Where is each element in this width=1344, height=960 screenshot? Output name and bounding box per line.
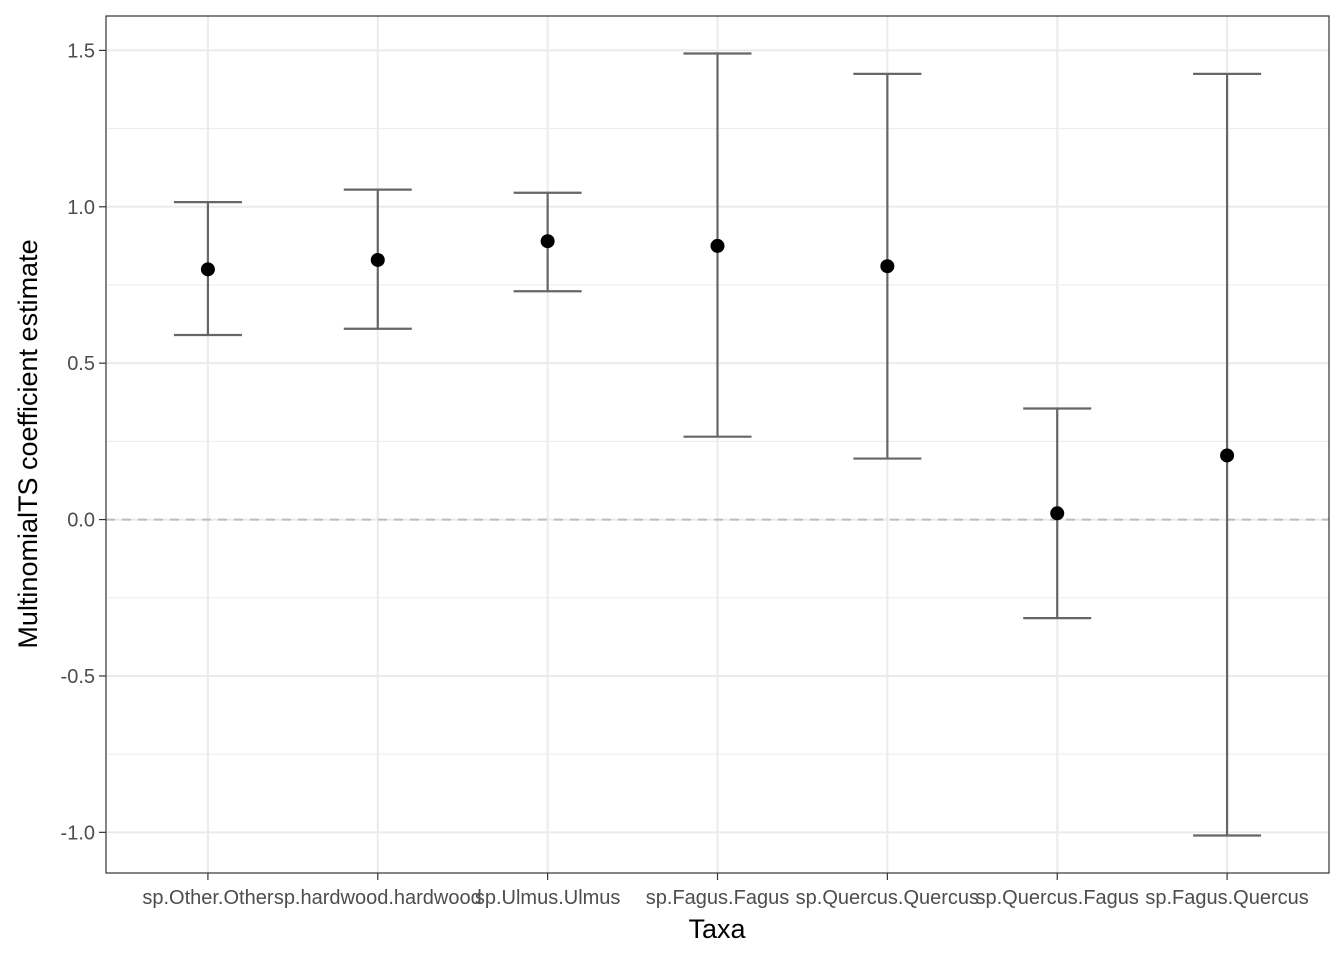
x-tick-label: sp.hardwood.hardwood xyxy=(274,887,482,909)
y-tick-label: 0.5 xyxy=(67,353,95,375)
point-estimate xyxy=(710,238,725,253)
point-estimate xyxy=(1050,506,1065,521)
x-tick-label: sp.Fagus.Quercus xyxy=(1145,887,1308,909)
y-tick-label: 1.0 xyxy=(67,197,95,219)
x-axis-ticks: sp.Other.Other sp.hardwood.hardwoodsp.Ulm… xyxy=(142,873,1309,909)
y-tick-label: -1.0 xyxy=(61,822,95,844)
y-axis-ticks: -1.0 -0.5 0.0 0.5 1.0 1.5 xyxy=(61,40,106,844)
x-tick-label: sp.Ulmus.Ulmus xyxy=(475,887,621,909)
y-tick-label: 1.5 xyxy=(67,40,95,62)
points xyxy=(200,234,1235,521)
point-estimate xyxy=(880,259,895,274)
x-tick-label: sp.Quercus.Quercus xyxy=(796,887,979,909)
y-axis-title: MultinomialTS coefficient estimate xyxy=(13,239,43,648)
x-tick-label: sp.Quercus.Fagus xyxy=(976,887,1139,909)
x-tick-label: sp.Fagus.Fagus xyxy=(646,887,789,909)
point-estimate xyxy=(200,262,215,277)
point-estimate xyxy=(370,252,385,267)
point-estimate xyxy=(1220,448,1235,463)
y-tick-label: 0.0 xyxy=(67,510,95,532)
point-estimate xyxy=(540,234,555,249)
y-tick-label: -0.5 xyxy=(61,666,95,688)
x-tick-label: sp.Other.Other xyxy=(142,887,274,909)
x-axis-title: Taxa xyxy=(688,914,746,944)
